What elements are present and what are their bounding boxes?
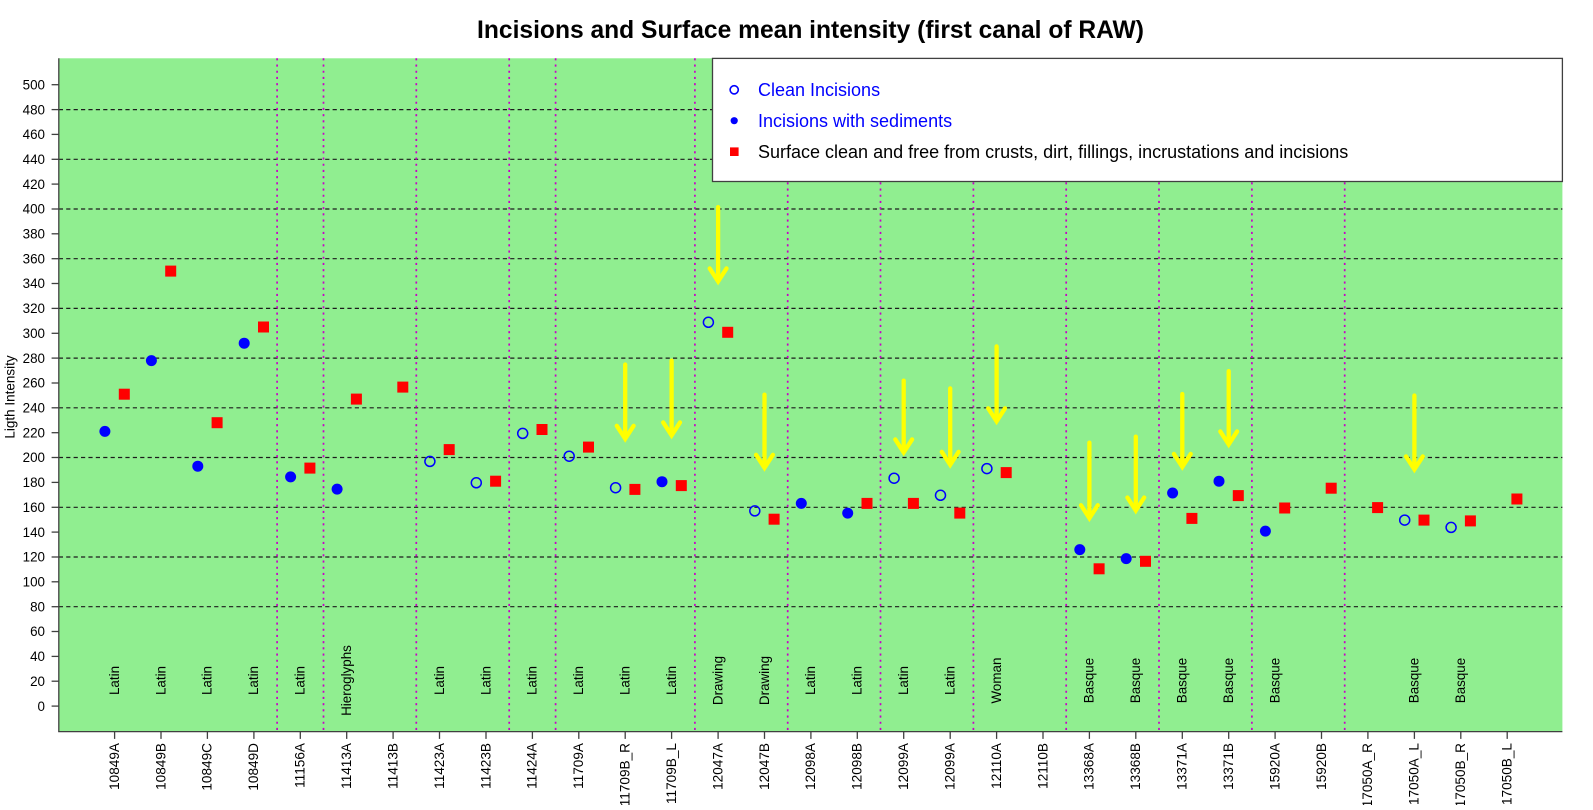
svg-text:Drawing: Drawing [757, 656, 772, 705]
svg-text:17050A_L: 17050A_L [1407, 743, 1422, 805]
svg-text:Woman: Woman [989, 658, 1004, 704]
svg-text:200: 200 [23, 450, 45, 465]
svg-text:60: 60 [30, 624, 45, 639]
svg-text:440: 440 [23, 152, 45, 167]
svg-text:480: 480 [23, 102, 45, 117]
svg-text:10849D: 10849D [246, 743, 261, 791]
svg-text:15920A: 15920A [1267, 742, 1282, 790]
svg-text:15920B: 15920B [1314, 743, 1329, 790]
svg-text:12098A: 12098A [803, 742, 818, 790]
svg-text:11424A: 11424A [525, 742, 540, 789]
svg-text:Latin: Latin [293, 666, 308, 695]
svg-text:Latin: Latin [850, 666, 865, 695]
svg-text:Basque: Basque [1082, 658, 1097, 703]
svg-text:11709B_R: 11709B_R [618, 743, 633, 805]
svg-text:10849C: 10849C [200, 743, 215, 791]
svg-text:12098B: 12098B [850, 743, 865, 790]
svg-text:Latin: Latin [153, 666, 168, 695]
svg-text:Latin: Latin [525, 666, 540, 695]
svg-text:180: 180 [23, 475, 45, 490]
svg-text:340: 340 [23, 276, 45, 291]
svg-text:Latin: Latin [478, 666, 493, 695]
svg-text:13368A: 13368A [1082, 742, 1097, 790]
svg-text:Latin: Latin [664, 666, 679, 695]
svg-text:420: 420 [23, 177, 45, 192]
svg-text:11413B: 11413B [385, 743, 400, 789]
svg-text:Basque: Basque [1175, 658, 1190, 703]
svg-text:Basque: Basque [1267, 658, 1282, 703]
svg-text:320: 320 [23, 301, 45, 316]
svg-text:11709B_L: 11709B_L [664, 743, 679, 804]
svg-text:Drawing: Drawing [710, 656, 725, 705]
svg-text:12110B: 12110B [1035, 743, 1050, 789]
svg-text:460: 460 [23, 127, 45, 142]
svg-text:12047B: 12047B [757, 743, 772, 790]
svg-text:12099A: 12099A [943, 742, 958, 790]
svg-text:11709A: 11709A [571, 742, 586, 789]
svg-text:11423A: 11423A [432, 742, 447, 789]
svg-text:Hieroglyphs: Hieroglyphs [339, 645, 354, 716]
svg-text:Latin: Latin [571, 666, 586, 695]
svg-text:12047A: 12047A [710, 742, 725, 790]
svg-text:Basque: Basque [1407, 658, 1422, 703]
svg-text:Basque: Basque [1128, 658, 1143, 703]
svg-text:Latin: Latin [618, 666, 633, 695]
svg-text:13371A: 13371A [1175, 742, 1190, 790]
svg-text:Latin: Latin [896, 666, 911, 695]
svg-text:10849A: 10849A [107, 742, 122, 790]
svg-text:160: 160 [23, 500, 45, 515]
svg-text:11413A: 11413A [339, 742, 354, 789]
svg-text:260: 260 [23, 376, 45, 391]
svg-text:17050B_R: 17050B_R [1453, 743, 1468, 805]
svg-text:Basque: Basque [1221, 658, 1236, 703]
svg-text:13368B: 13368B [1128, 743, 1143, 790]
svg-text:280: 280 [23, 351, 45, 366]
svg-text:380: 380 [23, 227, 45, 242]
svg-text:17050A_R: 17050A_R [1360, 743, 1375, 805]
svg-text:Latin: Latin [432, 666, 447, 695]
svg-text:360: 360 [23, 251, 45, 266]
svg-text:80: 80 [30, 599, 45, 614]
svg-text:Surface clean and free from cr: Surface clean and free from crusts, dirt… [758, 142, 1348, 162]
svg-text:17050B_L: 17050B_L [1500, 743, 1515, 805]
svg-text:12099A: 12099A [896, 742, 911, 790]
svg-text:Incisions with sediments: Incisions with sediments [758, 111, 952, 131]
svg-text:Latin: Latin [943, 666, 958, 695]
svg-text:300: 300 [23, 326, 45, 341]
svg-text:Latin: Latin [803, 666, 818, 695]
svg-text:120: 120 [23, 550, 45, 565]
svg-text:11423B: 11423B [478, 743, 493, 789]
svg-text:11156A: 11156A [293, 742, 308, 788]
svg-text:20: 20 [30, 674, 45, 689]
svg-text:Latin: Latin [200, 666, 215, 695]
svg-text:Ligth Intensity: Ligth Intensity [3, 355, 18, 439]
svg-text:0: 0 [38, 699, 45, 714]
svg-text:500: 500 [23, 77, 45, 92]
svg-text:Latin: Latin [246, 666, 261, 695]
svg-text:Basque: Basque [1453, 658, 1468, 703]
svg-text:Clean Incisions: Clean Incisions [758, 80, 880, 100]
svg-text:220: 220 [23, 425, 45, 440]
svg-text:100: 100 [23, 575, 45, 590]
svg-text:Incisions and Surface mean int: Incisions and Surface mean intensity (fi… [477, 17, 1144, 44]
svg-text:10849B: 10849B [153, 743, 168, 790]
svg-text:12110A: 12110A [989, 742, 1004, 789]
svg-text:240: 240 [23, 401, 45, 416]
svg-text:40: 40 [30, 649, 45, 664]
svg-text:140: 140 [23, 525, 45, 540]
svg-text:Latin: Latin [107, 666, 122, 695]
svg-text:13371B: 13371B [1221, 743, 1236, 790]
svg-text:400: 400 [23, 202, 45, 217]
